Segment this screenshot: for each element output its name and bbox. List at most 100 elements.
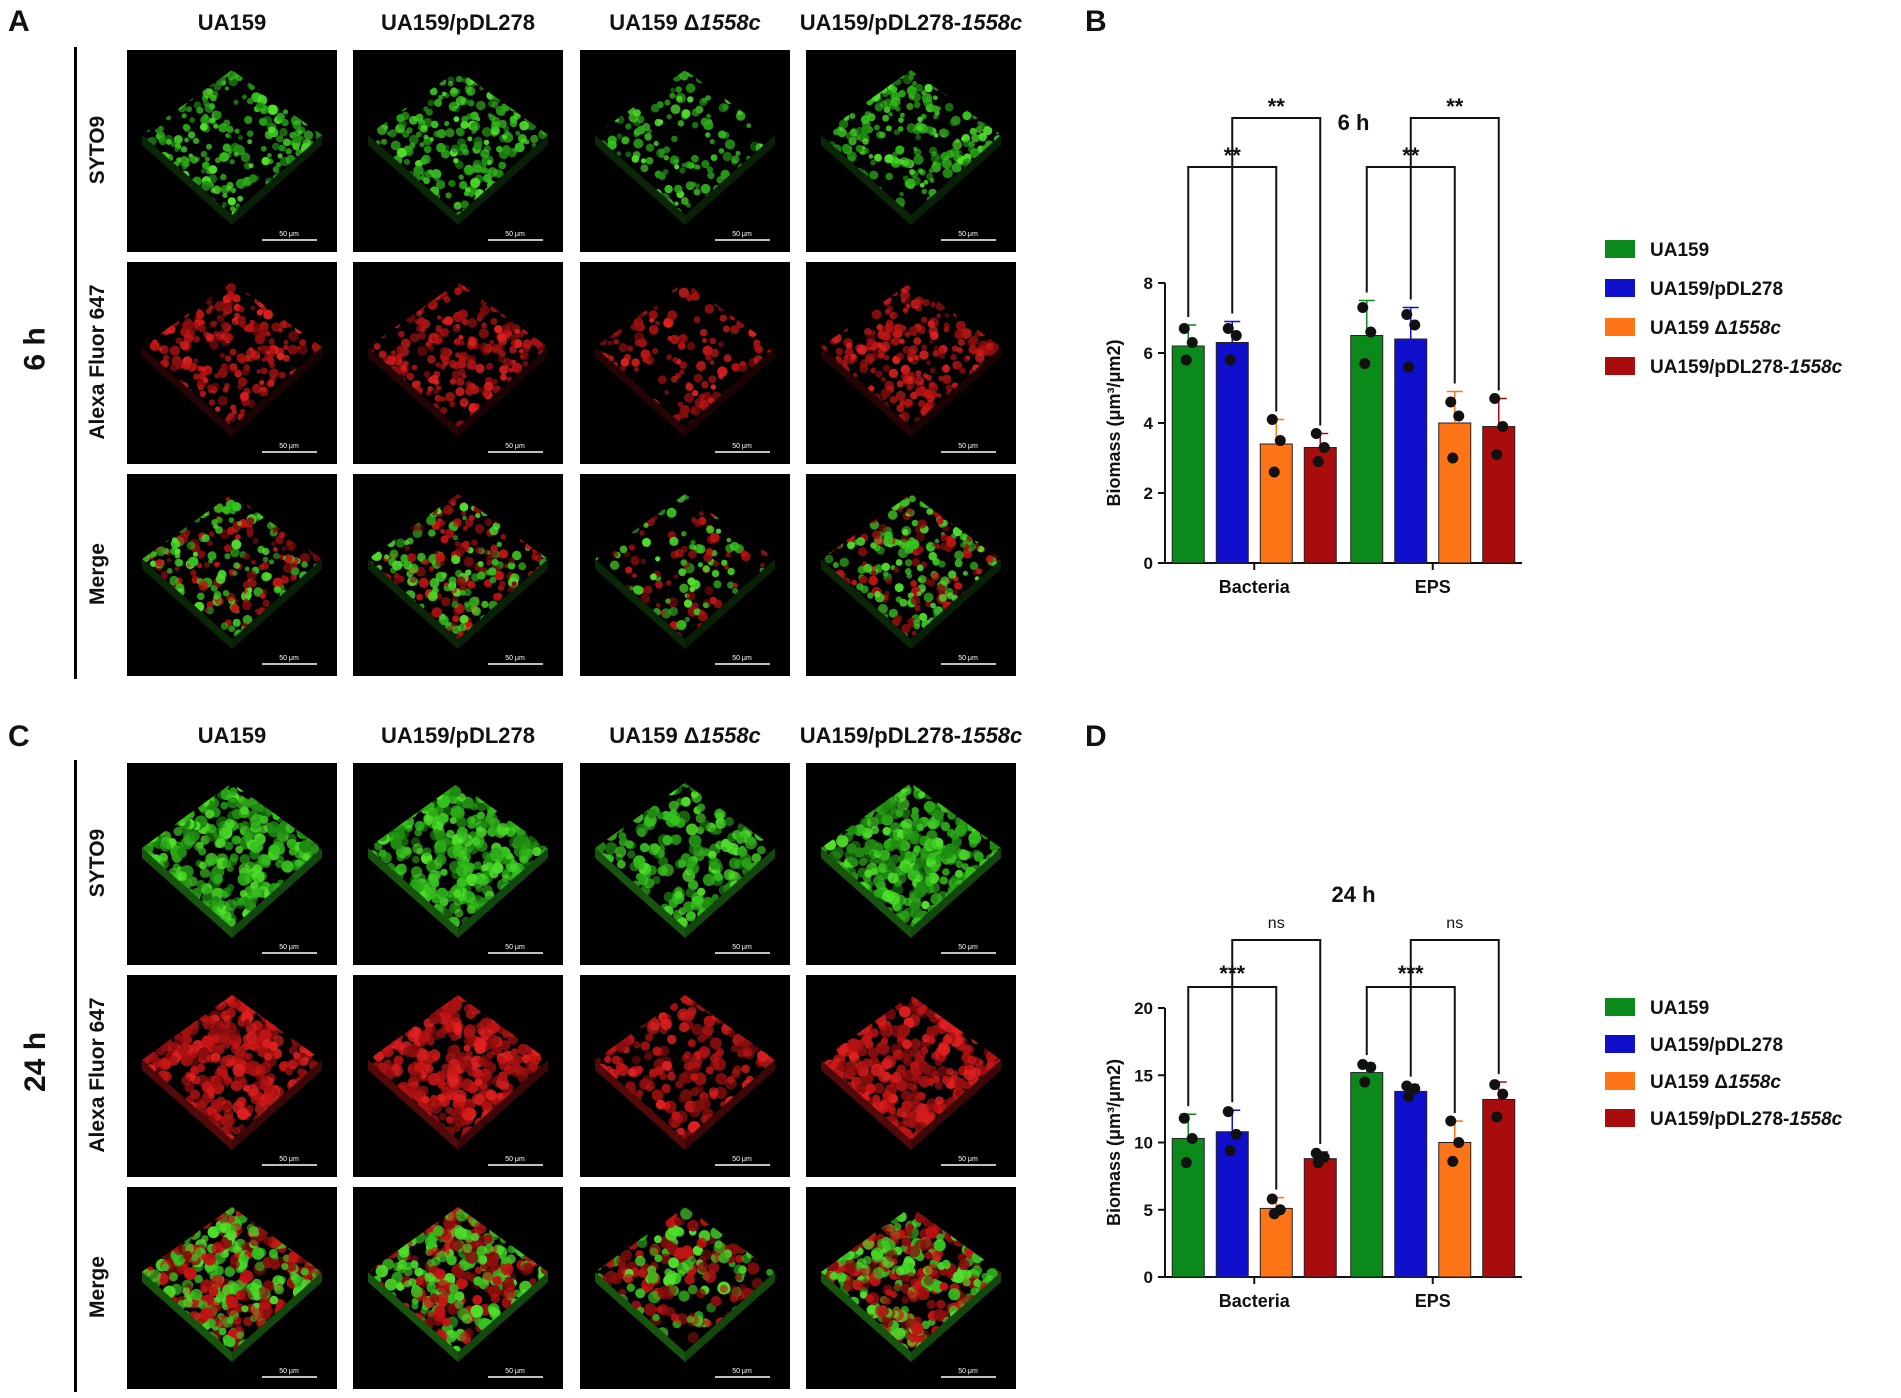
data-point [1447, 1155, 1459, 1167]
panel-letter-b: B [1085, 5, 1107, 38]
bar [1482, 426, 1516, 564]
microscopy-image: 50 μm [580, 262, 790, 464]
y-tick-label: 2 [1144, 484, 1153, 503]
data-point [1453, 410, 1465, 422]
column-header: UA159 Δ1558c [609, 723, 761, 748]
y-tick-label: 5 [1144, 1201, 1153, 1220]
data-point [1266, 414, 1278, 425]
data-point [1497, 1088, 1509, 1100]
row-label: SYTO9 [86, 115, 109, 185]
column-header: UA159 [197, 723, 267, 748]
legend-swatch [1605, 318, 1635, 336]
legend-swatch [1605, 1035, 1635, 1053]
data-point [1274, 435, 1286, 446]
microscopy-image: 50 μm [127, 474, 337, 676]
x-tick-label: Bacteria [1219, 1291, 1291, 1311]
scale-bar-label: 50 μm [958, 1368, 978, 1375]
data-point [1359, 1076, 1371, 1088]
significance-label: ns [1446, 915, 1463, 932]
data-point [1224, 354, 1236, 366]
x-tick-label: EPS [1415, 1291, 1451, 1311]
microscopy-image: 50 μm [353, 262, 563, 464]
data-point [1357, 302, 1369, 313]
scale-bar-label: 50 μm [505, 1368, 525, 1375]
block-divider [74, 760, 77, 1392]
chart-24h-svg: 24 h Biomass (μm³/μm2) 0 5 10 15 20 Bacteria EPS… [1104, 882, 1843, 1311]
microscopy-image: 50 μm [806, 1187, 1016, 1389]
bar [1350, 1072, 1384, 1278]
y-tick-label: 0 [1144, 554, 1153, 573]
data-point [1312, 456, 1324, 467]
time-label: 24 h [19, 1031, 53, 1093]
data-point [1310, 428, 1322, 439]
data-point [1180, 1157, 1192, 1169]
data-point [1359, 358, 1371, 369]
data-point [1489, 1079, 1501, 1091]
y-axis-label: Biomass (μm³/μm2) [1104, 1059, 1124, 1226]
data-point [1489, 393, 1501, 404]
data-point [1445, 1115, 1457, 1127]
data-point [1266, 1193, 1278, 1205]
data-point [1409, 1083, 1421, 1095]
significance-bracket [1409, 117, 1500, 391]
microscopy-image: 50 μm [580, 474, 790, 676]
scale-bar-label: 50 μm [958, 944, 978, 951]
y-tick-label: 0 [1144, 1268, 1153, 1287]
microscopy-image: 50 μm [127, 262, 337, 464]
bar [1303, 447, 1337, 564]
scale-bar-label: 50 μm [732, 655, 752, 662]
data-point [1445, 396, 1457, 408]
column-header: UA159 Δ1558c [609, 10, 761, 35]
scale-bar-label: 50 μm [732, 1368, 752, 1375]
significance-label: ** [1268, 94, 1286, 119]
column-header: UA159/pDL278 [380, 723, 536, 748]
bar [1259, 443, 1293, 564]
scale-bar-label: 50 μm [505, 944, 525, 951]
microscopy-image: 50 μm [580, 50, 790, 252]
data-point [1224, 1145, 1236, 1157]
y-tick-label: 8 [1144, 274, 1153, 293]
microscopy-image: 50 μm [580, 975, 790, 1177]
scale-bar-label: 50 μm [958, 1156, 978, 1163]
data-point [1268, 1208, 1280, 1220]
panel-letter-d: D [1085, 720, 1107, 753]
legend-label: UA159/pDL278 [1650, 279, 1783, 300]
scale-bar-label: 50 μm [732, 231, 752, 238]
chart-24h: 24 h Biomass (μm³/μm2) 0 5 10 15 20 Bacteria EPS… [1085, 860, 1901, 1330]
scale-bar-label: 50 μm [505, 443, 525, 450]
legend-label: UA159/pDL278-1558c [1650, 357, 1843, 378]
column-header: UA159/pDL278-1558c [799, 723, 1023, 748]
data-point [1318, 442, 1330, 453]
row-label: Alexa Fluor 647 [86, 997, 109, 1153]
y-axis-label: Biomass (μm³/μm2) [1104, 339, 1124, 506]
significance-label: ** [1446, 94, 1464, 119]
microscopy-image: 50 μm [806, 50, 1016, 252]
column-header: UA159/pDL278 [380, 10, 536, 35]
microscopy-image: 50 μm [806, 262, 1016, 464]
block-divider [74, 47, 77, 679]
data-point [1403, 361, 1415, 373]
data-point [1222, 1106, 1234, 1118]
data-point [1497, 421, 1509, 432]
bar [1350, 335, 1384, 564]
chart-6h-svg: 6 h Biomass (μm³/μm2) 0 2 4 6 8 Bacteria EPS ** **… [1104, 94, 1843, 597]
significance-bracket [1231, 939, 1322, 1144]
y-tick-label: 6 [1144, 344, 1153, 363]
scale-bar-label: 50 μm [279, 443, 299, 450]
microscopy-image: 50 μm [353, 763, 563, 965]
data-point [1230, 330, 1242, 341]
significance-bracket [1231, 117, 1322, 426]
data-point [1403, 1091, 1415, 1103]
data-point [1401, 309, 1413, 320]
microscopy-image: 50 μm [806, 975, 1016, 1177]
chart-title: 6 h [1338, 110, 1370, 135]
scale-bar-label: 50 μm [279, 655, 299, 662]
data-point [1491, 449, 1503, 460]
scale-bar-label: 50 μm [958, 231, 978, 238]
microscopy-image: 50 μm [806, 474, 1016, 676]
scale-bar-label: 50 μm [732, 944, 752, 951]
legend-label: UA159 [1650, 240, 1709, 261]
scale-bar-label: 50 μm [279, 944, 299, 951]
bar [1394, 1090, 1428, 1278]
scale-bar-label: 50 μm [732, 443, 752, 450]
